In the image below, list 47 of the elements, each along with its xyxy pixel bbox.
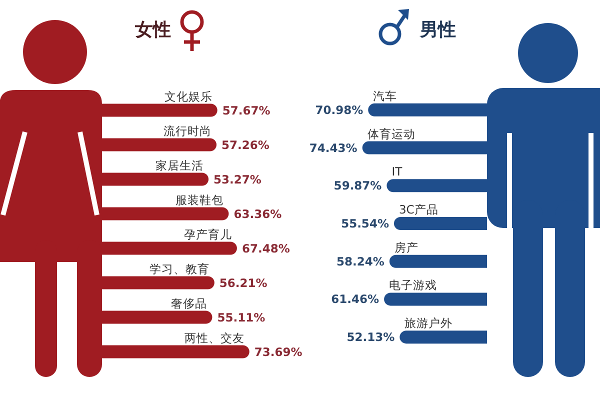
y-tick-label: 汽车 [373,88,398,103]
bar [102,104,218,117]
y-tick-label: 两性、交友 [184,330,244,345]
y-tick-label: 文化娱乐 [164,89,212,104]
bar [368,103,487,116]
bar [384,292,487,306]
data-label: 58.24% [336,254,385,268]
bar [102,138,217,152]
y-tick-label: IT [392,164,404,179]
chart-title: 女性 [134,20,171,40]
data-label: 59.87% [334,178,382,193]
bar [102,242,237,255]
bar [386,179,487,192]
bar [362,141,487,154]
bar [102,310,212,324]
data-label: 61.46% [331,292,380,306]
y-tick-label: 房产 [394,240,418,254]
y-tick-label: 3C产品 [398,202,438,216]
y-tick-label: 服装鞋包 [176,192,224,207]
data-label: 70.98% [315,102,364,117]
bar [394,217,487,230]
data-label: 74.43% [309,140,358,155]
bar [102,345,250,358]
y-tick-label: 奢侈品 [171,296,208,310]
y-tick-label: 孕产育儿 [184,227,232,242]
data-label: 55.11% [217,310,266,324]
bar [102,172,209,186]
bar [389,254,487,268]
y-tick-label: 电子游戏 [389,278,438,292]
data-label: 55.54% [341,216,390,230]
data-label: 63.36% [234,206,282,221]
data-label: 52.13% [346,330,396,344]
data-label: 57.67% [222,103,271,118]
y-tick-label: 旅游户外 [404,316,453,330]
y-tick-label: 体育运动 [367,126,416,141]
y-tick-label: 家居生活 [156,158,204,172]
data-label: 53.27% [214,172,262,186]
bar [102,207,229,220]
chart-title: 男性 [419,20,456,40]
bar [102,276,214,290]
bar [400,330,487,344]
data-label: 57.26% [222,138,270,152]
y-tick-label: 流行时尚 [164,124,212,138]
y-tick-label: 学习、教育 [149,262,210,276]
data-label: 73.69% [254,344,303,359]
data-label: 56.21% [219,276,268,290]
data-label: 67.48% [242,241,290,256]
